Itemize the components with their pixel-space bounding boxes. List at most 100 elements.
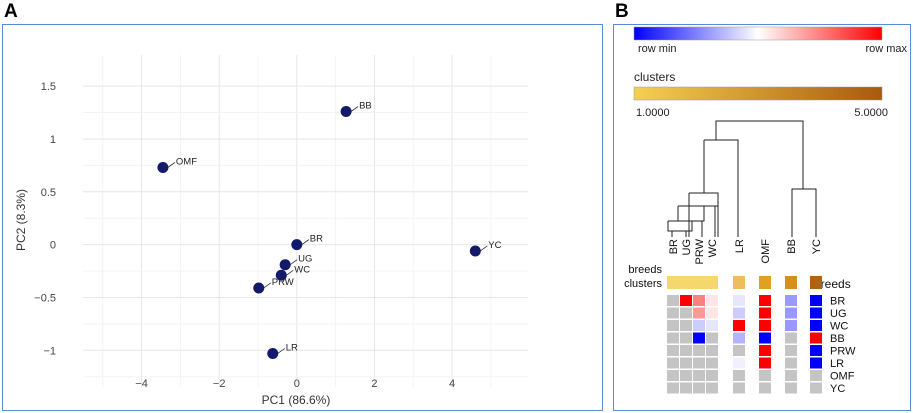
column-label-br: BR [668,239,680,254]
heatmap-cell [693,320,705,331]
heatmap-cell [706,320,718,331]
heatmap-cell [680,295,692,306]
heatmap-cell [693,295,705,306]
heatmap-cell [785,370,797,381]
heatmap-cell [693,345,705,356]
point-leader-line [286,269,294,276]
heatmap-figure: row min row max clusters 1.0000 5.0000 b… [624,26,907,396]
heatmap-cell [733,370,745,381]
column-label-wc: WC [707,239,719,257]
row-label-bb: BB [830,333,845,345]
heatmap-cell [759,370,771,381]
heatmap-cell [785,320,797,331]
heatmap-cell [785,332,797,344]
point-label: PRW [272,277,294,288]
x-tick-label: −2 [213,378,226,390]
heatmap-cell [667,332,679,344]
heatmap-cell [680,332,692,344]
breeds-annotation-label: breeds [628,264,662,276]
y-tick-label: 1 [50,134,56,146]
cluster-bar-group-1 [667,276,718,289]
heatmap-cell [733,307,745,319]
row-label-omf: OMF [830,371,855,383]
point-label: YC [488,240,501,251]
point-label: BB [359,100,372,111]
point-ug [279,259,291,271]
heatmap-cell [810,382,822,394]
heatmap-cell [759,307,771,319]
row-header-label: breeds [814,277,851,291]
heatmap-cell [680,370,692,381]
cluster-min-label: 1.0000 [636,107,670,119]
y-tick-label: −0.5 [34,292,56,304]
point-wc [275,269,287,281]
heatmap-cell [680,357,692,369]
heatmap-cell [810,357,822,369]
heatmap-cell [667,382,679,394]
point-omf [157,161,169,173]
y-tick-label: 0.5 [41,187,56,199]
panel-b-letter: B [615,1,629,22]
cluster-scale-bar [633,86,883,101]
heatmap-cell [759,382,771,394]
heatmap-cell [693,370,705,381]
heatmap-cell [733,332,745,344]
point-label: UG [298,254,312,265]
x-tick-label: 0 [294,378,300,390]
x-tick-label: 2 [371,378,377,390]
heatmap-cell [706,382,718,394]
heatmap-cell [810,320,822,331]
point-leader-line [289,259,298,266]
scatter-grid [83,55,528,387]
y-tick-label: −1 [43,345,56,357]
heatmap-cell [810,295,822,306]
point-leader-line [301,239,310,245]
x-tick-label: 4 [449,378,455,390]
heatmap-cell [693,307,705,319]
cluster-bar-omf [759,276,771,289]
heatmap-cell [733,357,745,369]
x-axis-ticks: −4 −2 0 2 4 [135,378,455,390]
column-label-ug: UG [681,239,693,256]
heatmap-cell [680,307,692,319]
heatmap-cell [785,345,797,356]
heatmap-cell [759,345,771,356]
heatmap-cell [785,307,797,319]
panel-a-frame: −4 −2 0 2 4 −1 −0.5 0 0.5 1 1.5 BB OMF BR UG WC PRW YC L… [2,24,603,411]
heatmap-cell [759,332,771,344]
row-label-br: BR [830,296,845,308]
panel-a-letter: A [4,1,18,22]
heatmap-cell [706,345,718,356]
row-label-ug: UG [830,308,847,320]
heatmap-cell [706,370,718,381]
heatmap-cell [680,382,692,394]
cluster-bar-lr [733,276,745,289]
y-axis-ticks: −1 −0.5 0 0.5 1 1.5 [34,81,56,357]
row-label-lr: LR [830,358,844,370]
y-tick-label: 1.5 [41,81,56,93]
heatmap-cell [680,320,692,331]
column-label-bb: BB [786,239,798,254]
column-label-prw: PRW [694,238,706,264]
heatmap-cell [693,357,705,369]
heatmap-cell [706,332,718,344]
cluster-max-label: 5.0000 [854,107,888,119]
heatmap-cell [759,295,771,306]
clusters-annotation-label: clusters [624,278,662,290]
cluster-bar-yc [810,276,822,289]
cluster-annotation-bar [667,276,822,289]
point-label: LR [286,342,298,353]
point-leader-line [167,162,176,168]
heatmap-cell [733,345,745,356]
point-leader-line [263,282,271,289]
point-prw [253,282,265,294]
heatmap-cell [667,295,679,306]
row-min-label: row min [638,43,677,55]
point-label: BR [310,234,323,245]
heatmap-cell [810,332,822,344]
point-label: OMF [176,156,197,167]
column-label-omf: OMF [760,239,772,264]
